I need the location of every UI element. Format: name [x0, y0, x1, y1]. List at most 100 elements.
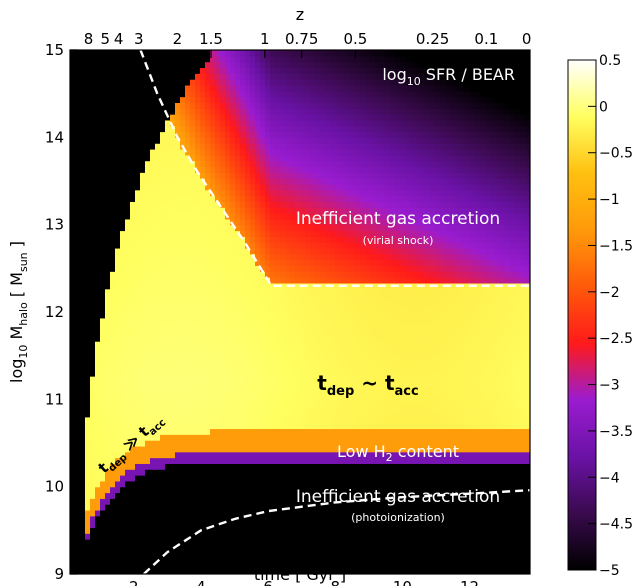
heatmap-cell: [290, 533, 296, 540]
heatmap-cell: [310, 230, 316, 237]
heatmap-cell: [145, 387, 151, 395]
heatmap-cell: [245, 102, 251, 109]
heatmap-cell: [75, 224, 81, 232]
heatmap-cell: [220, 230, 226, 237]
heatmap-cell: [320, 317, 326, 325]
heatmap-cell: [270, 207, 276, 214]
heatmap-cell: [345, 329, 351, 336]
heatmap-cell: [290, 247, 296, 255]
heatmap-cell: [275, 399, 281, 406]
heatmap-cell: [325, 201, 331, 208]
heatmap-cell: [170, 242, 176, 249]
heatmap-cell: [100, 544, 106, 552]
heatmap-cell: [135, 300, 141, 307]
heatmap-cell: [300, 213, 306, 220]
heatmap-cell: [135, 108, 141, 115]
heatmap-cell: [210, 277, 216, 284]
heatmap-cell: [230, 533, 236, 540]
heatmap-cell: [185, 475, 191, 482]
heatmap-cell: [190, 143, 196, 150]
heatmap-cell: [125, 422, 131, 430]
heatmap-cell: [270, 201, 276, 208]
heatmap-cell: [90, 480, 96, 488]
heatmap-cell: [250, 527, 256, 534]
heatmap-cell: [250, 410, 256, 418]
heatmap-cell: [190, 370, 196, 377]
heatmap-cell: [325, 119, 331, 127]
heatmap-cell: [165, 271, 171, 278]
heatmap-cell: [330, 544, 336, 552]
heatmap-cell: [335, 370, 341, 377]
heatmap-cell: [80, 294, 86, 301]
heatmap-cell: [190, 271, 196, 278]
heatmap-cell: [315, 387, 321, 395]
heatmap-cell: [70, 102, 76, 109]
heatmap-cell: [320, 294, 326, 301]
heatmap-cell: [200, 96, 206, 103]
heatmap-cell: [135, 445, 141, 453]
heatmap-cell: [340, 317, 346, 325]
heatmap-cell: [110, 55, 116, 63]
heatmap-cell: [75, 282, 81, 290]
heatmap-cell: [265, 84, 271, 92]
heatmap-cell: [175, 218, 181, 226]
heatmap-cell: [285, 445, 291, 453]
heatmap-cell: [125, 556, 131, 563]
heatmap-cell: [290, 480, 296, 488]
heatmap-cell: [170, 55, 176, 63]
heatmap-cell: [235, 445, 241, 453]
heatmap-cell: [290, 568, 296, 574]
heatmap-cell: [220, 509, 226, 517]
heatmap-cell: [80, 387, 86, 395]
heatmap-cell: [90, 90, 96, 98]
heatmap-cell: [90, 341, 96, 348]
heatmap-cell: [165, 253, 171, 261]
heatmap-cell: [115, 440, 121, 447]
heatmap-cell: [255, 364, 261, 371]
heatmap-cell: [250, 376, 256, 383]
heatmap-cell: [125, 463, 131, 470]
heatmap-cell: [300, 90, 306, 98]
heatmap-cell: [270, 247, 276, 255]
heatmap-cell: [280, 236, 286, 243]
heatmap-cell: [270, 393, 276, 400]
heatmap-cell: [145, 562, 151, 569]
heatmap-cell: [135, 253, 141, 261]
heatmap-cell: [205, 335, 211, 342]
heatmap-cell: [190, 224, 196, 232]
heatmap-cell: [205, 178, 211, 185]
heatmap-cell: [220, 341, 226, 348]
heatmap-cell: [130, 323, 136, 331]
heatmap-cell: [125, 282, 131, 290]
heatmap-cell: [285, 119, 291, 127]
heatmap-cell: [105, 166, 111, 173]
heatmap-cell: [80, 67, 86, 74]
heatmap-cell: [340, 469, 346, 476]
heatmap-cell: [170, 102, 176, 109]
heatmap-cell: [75, 399, 81, 406]
heatmap-cell: [250, 550, 256, 558]
heatmap-cell: [295, 416, 301, 424]
heatmap-cell: [200, 84, 206, 92]
heatmap-cell: [290, 492, 296, 499]
heatmap-cell: [105, 527, 111, 534]
heatmap-cell: [70, 67, 76, 74]
heatmap-cell: [300, 521, 306, 529]
heatmap-cell: [105, 277, 111, 284]
heatmap-cell: [240, 213, 246, 220]
heatmap-cell: [300, 422, 306, 430]
heatmap-cell: [260, 236, 266, 243]
heatmap-cell: [195, 428, 201, 435]
heatmap-cell: [255, 440, 261, 447]
heatmap-cell: [190, 539, 196, 546]
heatmap-cell: [170, 509, 176, 517]
heatmap-cell: [285, 160, 291, 168]
heatmap-cell: [125, 288, 131, 296]
heatmap-cell: [110, 61, 116, 69]
heatmap-cell: [240, 224, 246, 232]
heatmap-cell: [255, 393, 261, 400]
heatmap-cell: [220, 160, 226, 168]
heatmap-cell: [335, 434, 341, 441]
heatmap-cell: [335, 341, 341, 348]
heatmap-cell: [165, 364, 171, 371]
